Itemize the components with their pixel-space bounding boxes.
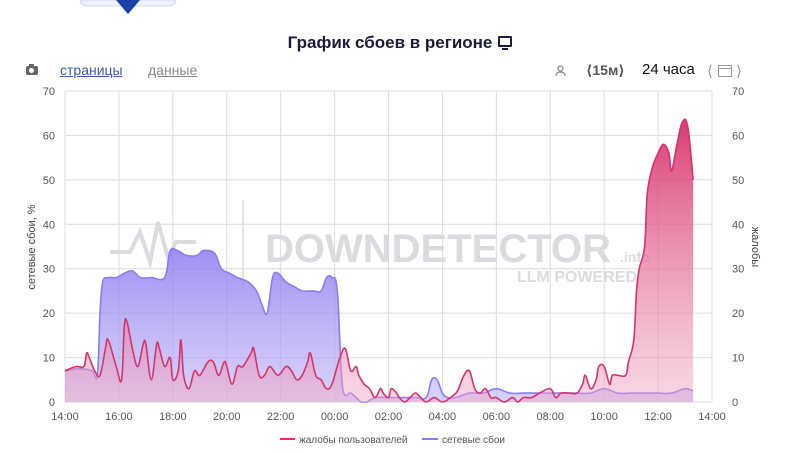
y-tick-right: 70 (732, 86, 744, 98)
x-tick: 04:00 (429, 411, 457, 423)
y-tick-left: 50 (43, 175, 55, 187)
y-tick-right: 50 (732, 175, 744, 187)
y-tick-left: 10 (43, 353, 55, 365)
series-area-complaints (65, 119, 694, 403)
user-icon[interactable] (555, 65, 566, 77)
x-tick: 22:00 (267, 411, 295, 423)
series-line-complaints (64, 118, 694, 403)
x-tick: 02:00 (375, 411, 403, 423)
x-tick: 16:00 (105, 411, 133, 423)
watermark-subtext: LLM POWERED (517, 269, 637, 286)
x-tick: 00:00 (321, 411, 349, 423)
range-label[interactable]: 24 часа (642, 61, 695, 78)
y-tick-right: 10 (732, 353, 744, 365)
tab-data[interactable]: данные (148, 62, 198, 78)
series-areas (64, 118, 694, 403)
chart-legend: жалобы пользователей сетевые сбои (280, 434, 505, 446)
x-axis: 14:00 16:00 18:00 20:00 22:00 00:00 02:00 04:00… (51, 411, 726, 423)
y-tick-left: 40 (43, 219, 55, 231)
y-axis-right: 0 10 20 30 40 50 60 70 (732, 86, 744, 409)
x-tick: 14:00 (51, 411, 79, 423)
y-tick-right: 30 (732, 264, 744, 276)
legend-complaints[interactable]: жалобы пользователей (299, 434, 408, 446)
y-tick-left: 70 (43, 86, 55, 98)
y-axis-right-label: жалобы (749, 227, 761, 267)
x-tick: 06:00 (483, 411, 511, 423)
y-tick-left: 60 (43, 130, 55, 142)
x-tick: 08:00 (536, 411, 564, 423)
y-tick-left: 30 (43, 264, 55, 276)
y-tick-right: 40 (732, 219, 744, 231)
x-tick: 10:00 (590, 411, 618, 423)
calendar-icon[interactable] (718, 65, 732, 77)
x-tick: 14:00 (698, 411, 726, 423)
tab-pages[interactable]: страницы (60, 62, 123, 78)
interval-selector[interactable]: ⟨15м⟩ (586, 62, 625, 78)
y-axis-left: 0 10 20 30 40 50 60 70 (43, 86, 55, 409)
y-axis-left-label: сетевые сбои, % (26, 204, 38, 289)
chart-toolbar: страницы данные ⟨15м⟩ 24 часа ⟨ ⟩ (0, 61, 800, 82)
y-tick-right: 60 (732, 130, 744, 142)
x-tick: 20:00 (213, 411, 241, 423)
series-area-network (65, 248, 694, 402)
camera-icon[interactable] (26, 64, 38, 75)
next-range-button[interactable]: ⟩ (736, 63, 742, 80)
y-tick-left: 0 (49, 397, 55, 409)
brand-logo (79, 0, 177, 14)
x-tick: 18:00 (159, 411, 187, 423)
shield-icon (79, 0, 177, 14)
prev-range-button[interactable]: ⟨ (707, 63, 713, 80)
y-tick-right: 0 (732, 397, 738, 409)
page-title: График сбоев в регионе (0, 33, 800, 53)
y-tick-left: 20 (43, 308, 55, 320)
legend-network[interactable]: сетевые сбои (442, 434, 505, 446)
monitor-icon (498, 36, 513, 50)
watermark-text: DOWNDETECTOR (265, 227, 611, 271)
y-tick-right: 20 (732, 308, 744, 320)
page-title-text: График сбоев в регионе (287, 33, 493, 52)
x-tick: 12:00 (644, 411, 672, 423)
